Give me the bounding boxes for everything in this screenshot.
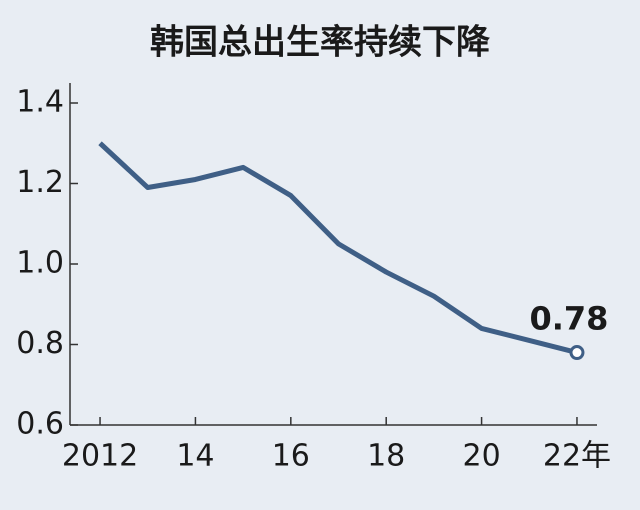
end-point xyxy=(569,345,585,361)
x-tick-label: 2012 xyxy=(62,439,138,474)
chart-title: 韩国总出生率持续下降 xyxy=(150,23,491,63)
value-label: 0.78 xyxy=(529,300,608,338)
y-tick-label: 1.4 xyxy=(16,85,64,120)
x-tick-label: 20 xyxy=(462,439,500,474)
y-tick-label: 0.6 xyxy=(16,407,64,442)
y-tick-label: 0.8 xyxy=(16,326,64,361)
line xyxy=(98,141,578,355)
x-tick-label: 14 xyxy=(176,439,214,474)
x-tick-label: 16 xyxy=(272,439,310,474)
y-tick-label: 1.0 xyxy=(16,246,64,281)
x-tick-label: 18 xyxy=(367,439,405,474)
x-tick-label: 22年 xyxy=(543,439,611,474)
y-tick-label: 1.2 xyxy=(16,165,64,200)
